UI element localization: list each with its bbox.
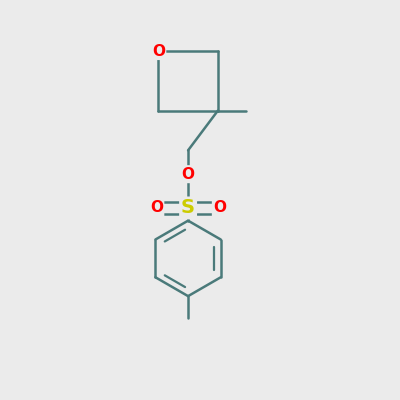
Text: S: S — [181, 198, 195, 218]
Text: O: O — [150, 200, 163, 216]
Text: O: O — [152, 44, 165, 58]
Text: O: O — [182, 167, 194, 182]
Text: O: O — [213, 200, 226, 216]
